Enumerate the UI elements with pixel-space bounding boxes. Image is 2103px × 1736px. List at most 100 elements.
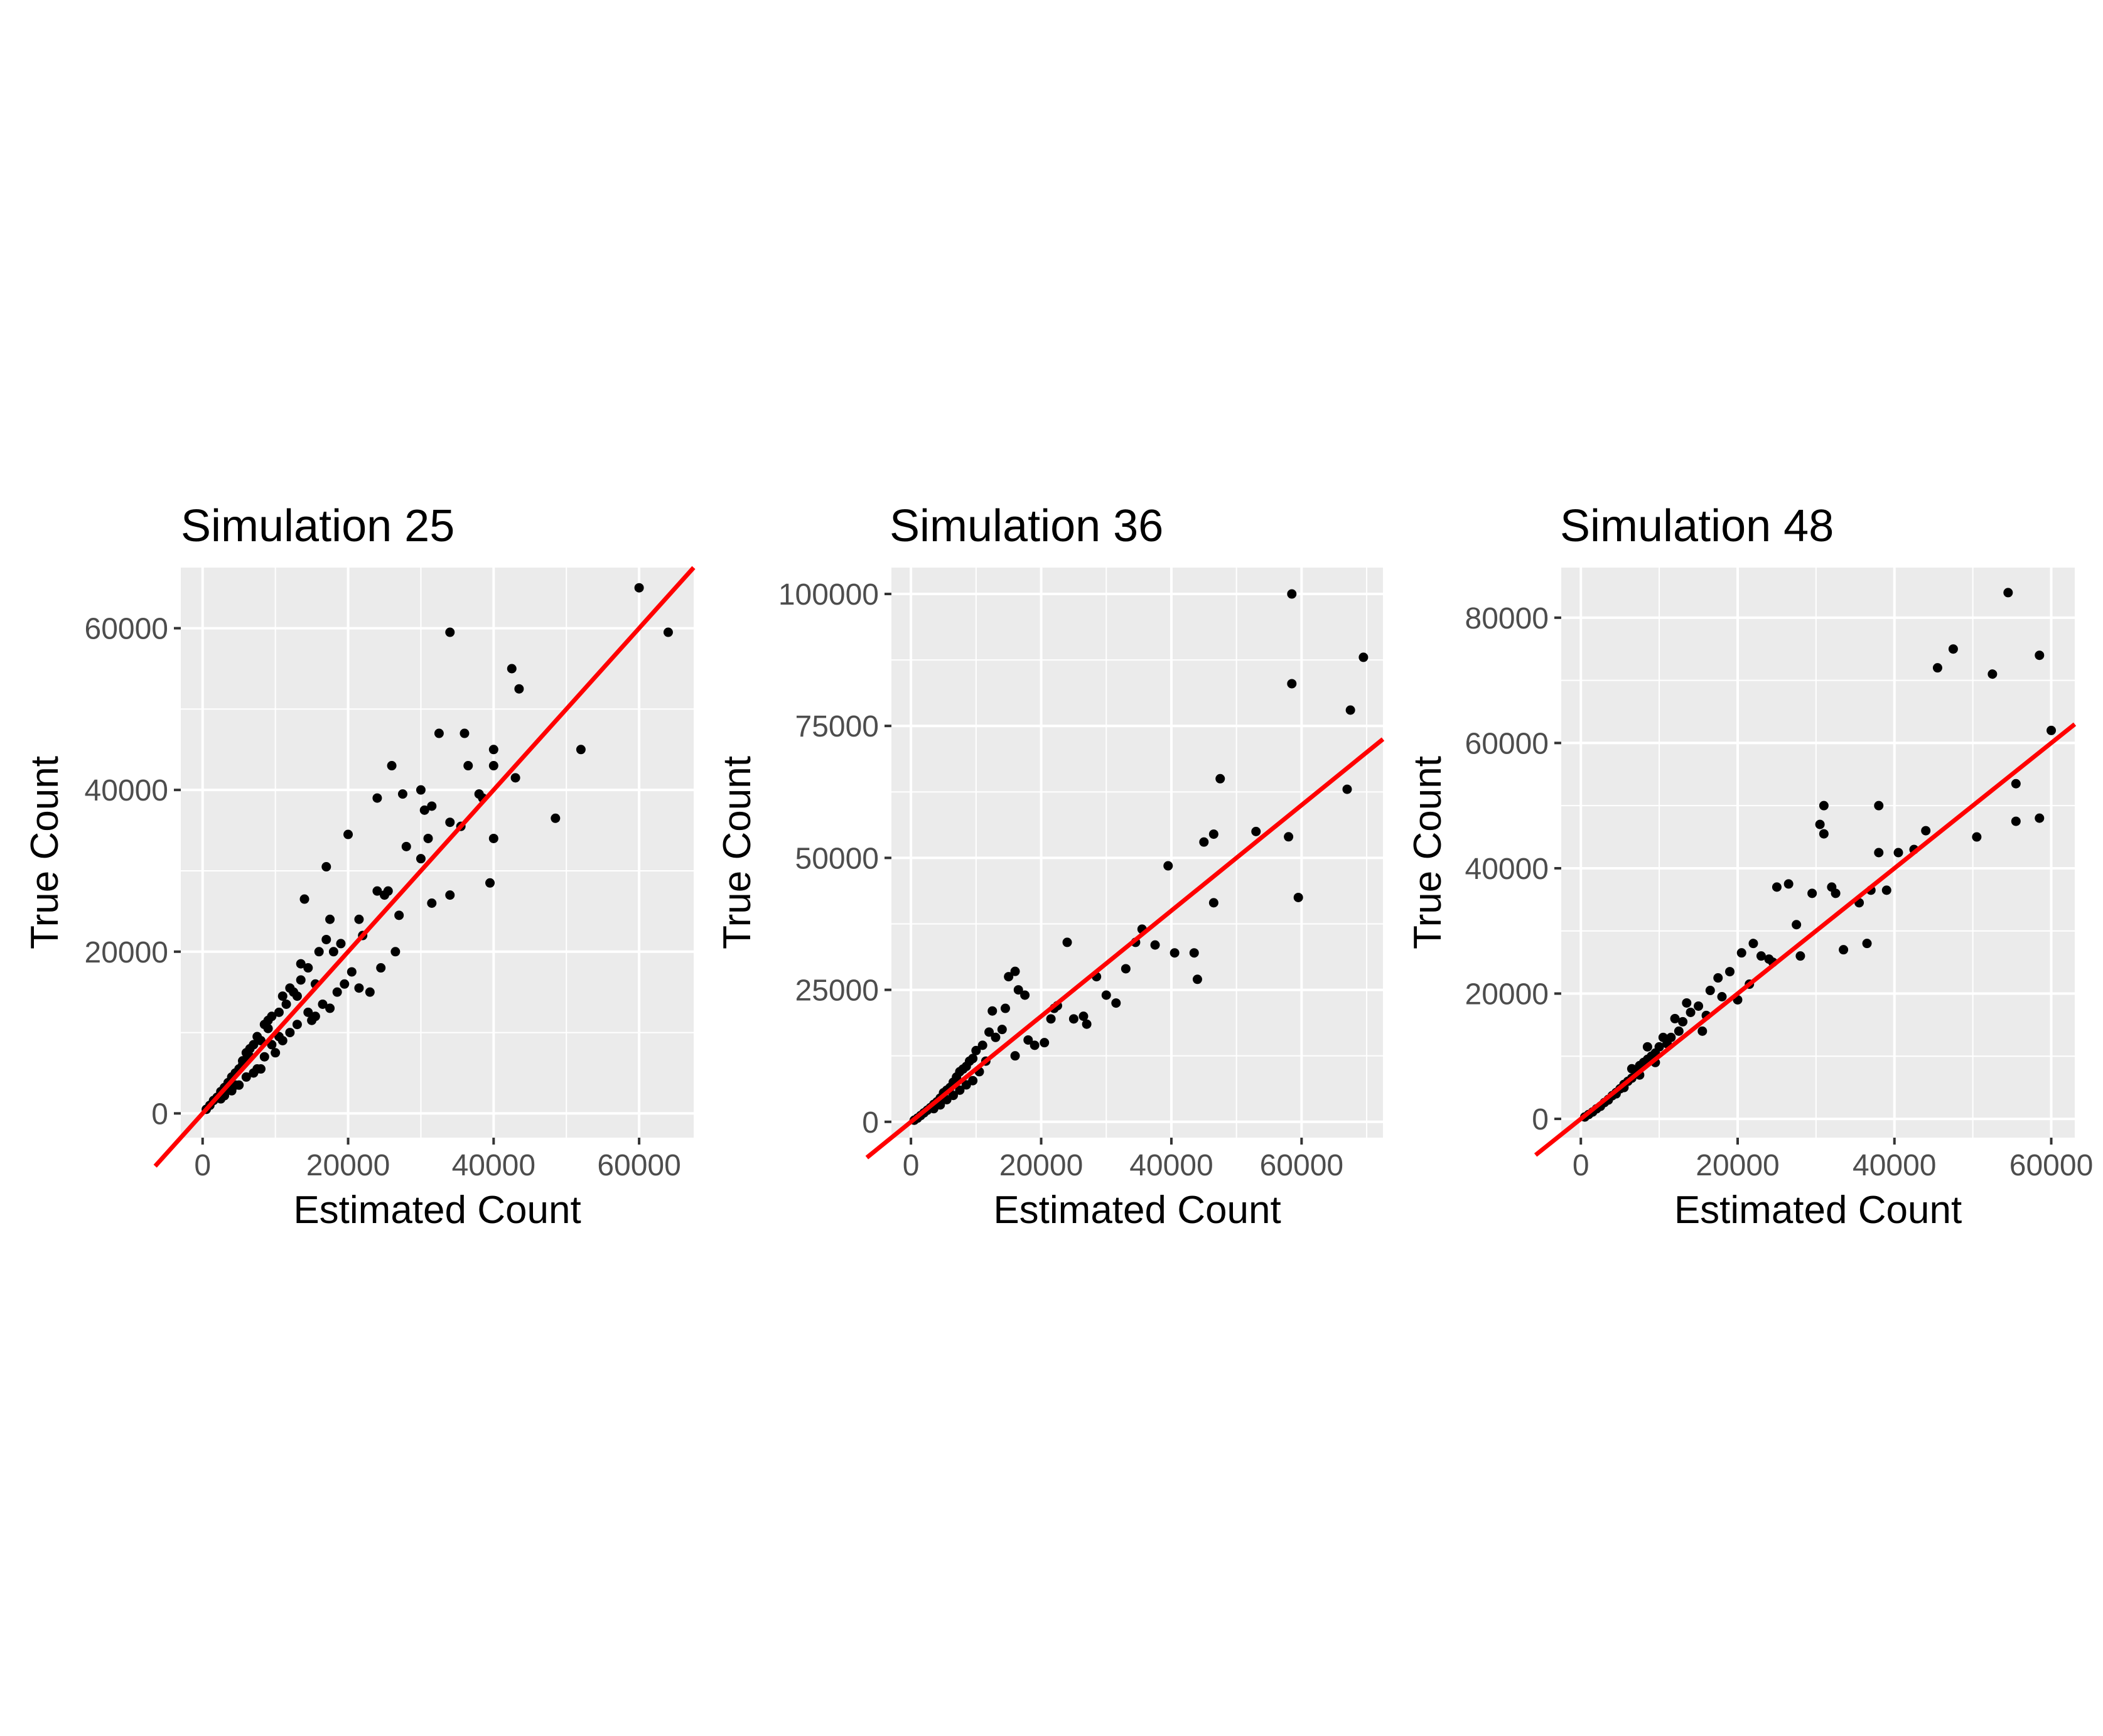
plot-background <box>891 568 1383 1138</box>
data-point <box>1358 652 1369 662</box>
x-tick-label: 20000 <box>306 1149 390 1182</box>
data-point <box>1078 1011 1089 1022</box>
data-point <box>372 793 382 803</box>
data-point <box>488 833 498 843</box>
data-point <box>1287 679 1297 689</box>
data-point <box>1705 986 1715 996</box>
y-tick-label: 50000 <box>795 842 879 875</box>
data-point <box>354 983 364 993</box>
data-point <box>977 1040 987 1050</box>
chart-svg: 0 20000 40000 60000 0 20000 40000 60000 80000 Sim… <box>1406 501 2093 1232</box>
y-tick-label: 20000 <box>85 936 168 969</box>
data-point <box>1682 998 1692 1008</box>
x-axis-title: Estimated Count <box>993 1189 1281 1232</box>
data-point <box>971 1045 981 1055</box>
data-point <box>1082 1019 1092 1029</box>
data-point <box>394 910 404 920</box>
y-axis-title: True Count <box>23 756 67 949</box>
data-point <box>241 1072 251 1082</box>
data-point <box>1725 967 1735 977</box>
data-point <box>310 1011 320 1022</box>
data-point <box>328 947 338 957</box>
data-point <box>292 1020 302 1030</box>
y-tick-label: 40000 <box>1465 853 1549 886</box>
y-tick-label: 60000 <box>85 613 168 646</box>
x-tick-label: 60000 <box>2009 1149 2093 1182</box>
x-axis-title: Estimated Count <box>1674 1189 1962 1232</box>
x-tick-label: 20000 <box>1696 1149 1779 1182</box>
y-tick-label: 80000 <box>1465 602 1549 635</box>
data-point <box>1293 892 1303 902</box>
data-point <box>1251 826 1261 836</box>
data-point <box>1972 832 1982 842</box>
data-point <box>419 805 429 815</box>
data-point <box>1192 974 1202 984</box>
data-point <box>634 583 644 593</box>
data-point <box>1874 801 1884 811</box>
data-point <box>991 1032 1001 1042</box>
y-tick-label: 75000 <box>795 710 879 743</box>
data-point <box>1795 951 1805 961</box>
data-point <box>401 841 411 851</box>
data-point <box>1342 784 1352 794</box>
data-point <box>2011 816 2021 826</box>
data-point <box>1694 1001 1704 1011</box>
data-point <box>488 745 498 755</box>
data-point <box>1004 972 1014 982</box>
data-point <box>1748 939 1758 949</box>
y-axis-title: True Count <box>1406 756 1450 949</box>
panel-simulation-25: 0 20000 40000 60000 0 20000 40000 60000 Simulati… <box>0 0 697 1736</box>
data-point <box>1345 705 1355 715</box>
data-point <box>1010 1051 1020 1061</box>
fit-line <box>1534 722 2077 1157</box>
data-point <box>376 963 386 973</box>
data-point <box>987 1006 998 1016</box>
data-point <box>576 745 586 755</box>
data-point <box>427 898 437 908</box>
data-point <box>372 886 382 896</box>
data-point <box>1199 837 1209 847</box>
data-point <box>663 627 673 637</box>
data-point <box>1815 819 1825 829</box>
data-point <box>299 894 309 904</box>
x-tick-label: 0 <box>903 1149 920 1182</box>
data-point <box>1642 1042 1652 1052</box>
data-point <box>397 789 407 799</box>
data-point <box>551 813 561 823</box>
data-point <box>427 801 437 811</box>
data-point <box>347 967 357 977</box>
data-point <box>434 728 444 738</box>
data-point <box>2035 650 2045 660</box>
data-point <box>314 947 324 957</box>
data-point <box>277 991 288 1001</box>
y-tick-label: 0 <box>151 1097 168 1131</box>
data-point <box>252 1032 262 1042</box>
data-point <box>285 983 295 993</box>
data-point <box>1215 774 1225 784</box>
data-point <box>1040 1038 1050 1048</box>
data-point <box>343 829 353 839</box>
data-point <box>1121 964 1131 974</box>
data-point <box>445 890 455 900</box>
data-point <box>1284 832 1294 842</box>
data-point <box>1874 848 1884 858</box>
chart-title: Simulation 48 <box>1560 501 1834 551</box>
data-point <box>252 1064 262 1074</box>
data-point <box>1020 990 1030 1000</box>
x-tick-label: 0 <box>194 1149 211 1182</box>
data-point <box>390 947 401 957</box>
data-point <box>961 1080 971 1090</box>
y-tick-label: 25000 <box>795 974 879 1008</box>
panel-simulation-36: 0 20000 40000 60000 0 25000 50000 75000 100000 Si… <box>697 0 1394 1736</box>
fit-line <box>865 737 1385 1160</box>
data-point <box>1783 879 1794 889</box>
data-point <box>463 761 473 771</box>
data-point <box>296 959 306 969</box>
data-point <box>263 1015 273 1025</box>
data-point <box>1208 829 1218 839</box>
data-point <box>1736 948 1746 958</box>
data-point <box>1101 990 1111 1000</box>
data-point <box>445 627 455 637</box>
data-point <box>303 1007 313 1017</box>
data-point <box>984 1027 994 1037</box>
